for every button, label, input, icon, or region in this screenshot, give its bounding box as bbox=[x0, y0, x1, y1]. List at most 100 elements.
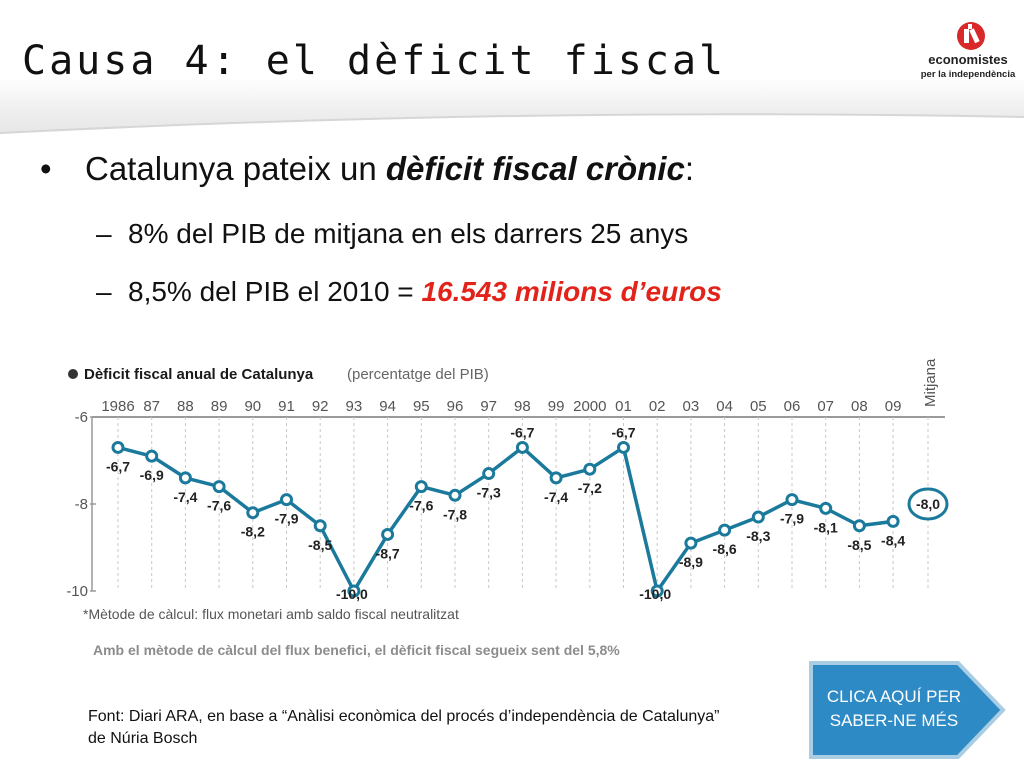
cta-label: CLICA AQUÍ PER SABER-NE MÉS bbox=[814, 685, 974, 733]
x-tick-label: 03 bbox=[683, 398, 700, 415]
source-line-1: Font: Diari ARA, en base a “Anàlisi econ… bbox=[88, 708, 720, 725]
data-label: -10,0 bbox=[639, 586, 671, 602]
slide-title: Causa 4: el dèficit fiscal bbox=[22, 38, 727, 84]
cta-arrow-shape bbox=[809, 661, 1006, 759]
logo-mark-icon bbox=[957, 22, 985, 50]
source-line-2: de Núria Bosch bbox=[88, 730, 198, 747]
data-label: -7,3 bbox=[477, 485, 501, 501]
data-point bbox=[482, 467, 496, 481]
bullet-main-suffix: : bbox=[684, 150, 694, 187]
chart-subtitle: (percentatge del PIB) bbox=[347, 366, 489, 383]
bullet-main: • Catalunya pateix un dèficit fiscal cròn… bbox=[40, 150, 694, 188]
data-label: -8,7 bbox=[376, 545, 400, 561]
data-point bbox=[718, 523, 732, 537]
x-tick-label: 93 bbox=[346, 398, 363, 415]
chart-method-note: *Mètode de càlcul: flux monetari amb sal… bbox=[83, 606, 459, 622]
y-tick-label: -10 bbox=[66, 583, 88, 600]
x-tick-label: 92 bbox=[312, 398, 329, 415]
chart-caption: Amb el mètode de càlcul del flux benefic… bbox=[93, 642, 620, 658]
data-label: -7,6 bbox=[409, 498, 433, 514]
data-label: -6,9 bbox=[140, 467, 164, 483]
average-value-label: -8,0 bbox=[916, 496, 940, 512]
x-tick-label: 88 bbox=[177, 398, 194, 415]
x-tick-label: 07 bbox=[817, 398, 834, 415]
series-line bbox=[117, 445, 894, 593]
data-point bbox=[414, 480, 428, 494]
data-label: -8,1 bbox=[814, 519, 838, 535]
data-point bbox=[448, 488, 462, 502]
x-tick-label: 01 bbox=[615, 398, 632, 415]
average-marker bbox=[907, 487, 949, 521]
x-tick-label: 98 bbox=[514, 398, 531, 415]
data-label: -7,9 bbox=[780, 511, 804, 527]
data-label: -7,4 bbox=[173, 489, 197, 505]
sub-bullet-average: –8% del PIB de mitjana en els darrers 25… bbox=[96, 218, 688, 250]
x-tick-label: 94 bbox=[379, 398, 396, 415]
data-point bbox=[751, 510, 765, 524]
data-label: -8,9 bbox=[679, 554, 703, 570]
x-tick-label: 09 bbox=[885, 398, 902, 415]
data-point bbox=[684, 536, 698, 550]
data-point bbox=[650, 584, 664, 598]
learn-more-button[interactable]: CLICA AQUÍ PER SABER-NE MÉS bbox=[808, 660, 1006, 760]
bullet-dot: • bbox=[40, 150, 52, 187]
data-point bbox=[785, 493, 799, 507]
data-label: -7,4 bbox=[544, 489, 568, 505]
x-tick-label: 02 bbox=[649, 398, 666, 415]
data-label: -8,6 bbox=[713, 541, 737, 557]
x-tick-label: 96 bbox=[447, 398, 464, 415]
deficit-line-chart: Dèficit fiscal anual de Catalunya (perce… bbox=[66, 358, 949, 622]
x-tick-label: 04 bbox=[716, 398, 733, 415]
data-label: -8,5 bbox=[847, 537, 871, 553]
data-label: -8,3 bbox=[746, 528, 770, 544]
economistes-logo: economistes per la independència bbox=[918, 20, 1018, 90]
x-tick-label: 2000 bbox=[573, 398, 606, 415]
data-label: -7,2 bbox=[578, 480, 602, 496]
data-point bbox=[178, 471, 192, 485]
x-tick-label: 08 bbox=[851, 398, 868, 415]
x-tick-label: 90 bbox=[244, 398, 261, 415]
logo-name: economistes bbox=[928, 52, 1008, 67]
sub-bullet-2010: –8,5% del PIB el 2010 = 16.543 milions d… bbox=[96, 276, 722, 308]
sub-bullet-text: 8,5% del PIB el 2010 = bbox=[128, 276, 422, 307]
data-point bbox=[852, 519, 866, 533]
x-tick-label: 06 bbox=[784, 398, 801, 415]
logo-tagline: per la independència bbox=[920, 69, 1016, 80]
sub-bullet-text: 8% del PIB de mitjana en els darrers 25 … bbox=[128, 218, 689, 249]
data-point bbox=[515, 440, 529, 454]
data-point bbox=[145, 449, 159, 463]
x-tick-label: 1986 bbox=[101, 398, 134, 415]
data-label: -6,7 bbox=[611, 424, 635, 440]
data-label: -6,7 bbox=[510, 424, 534, 440]
data-label: -8,2 bbox=[241, 524, 265, 540]
data-point bbox=[212, 480, 226, 494]
data-point bbox=[280, 493, 293, 507]
data-point bbox=[617, 440, 630, 454]
data-point bbox=[381, 527, 395, 541]
data-label: -8,4 bbox=[881, 532, 905, 548]
x-tick-label: 95 bbox=[413, 398, 430, 415]
data-label: -6,7 bbox=[106, 458, 130, 474]
data-point bbox=[819, 501, 833, 515]
data-point bbox=[313, 519, 327, 533]
chart-title-bullet-icon bbox=[68, 369, 78, 379]
data-label: -8,5 bbox=[308, 537, 332, 553]
bullet-main-emphasis: dèficit fiscal crònic bbox=[385, 150, 685, 187]
data-point bbox=[583, 462, 597, 476]
bullet-main-prefix: Catalunya pateix un bbox=[85, 150, 386, 187]
cta-label-line-2: SABER-NE MÉS bbox=[829, 711, 959, 730]
sub-bullet-highlight: 16.543 milions d’euros bbox=[421, 276, 722, 307]
average-column-label: Mitjana bbox=[922, 358, 939, 407]
data-label: -7,9 bbox=[274, 511, 298, 527]
data-label: -7,8 bbox=[443, 506, 467, 522]
y-tick-label: -6 bbox=[75, 409, 88, 426]
data-label: -7,6 bbox=[207, 498, 231, 514]
header-divider bbox=[0, 113, 1024, 155]
x-tick-label: 97 bbox=[480, 398, 497, 415]
x-tick-label: 87 bbox=[143, 398, 160, 415]
data-point bbox=[347, 584, 361, 598]
sub-bullet-dash: – bbox=[96, 218, 112, 249]
data-point bbox=[886, 514, 900, 528]
x-tick-label: 05 bbox=[750, 398, 767, 415]
x-tick-label: 89 bbox=[211, 398, 228, 415]
